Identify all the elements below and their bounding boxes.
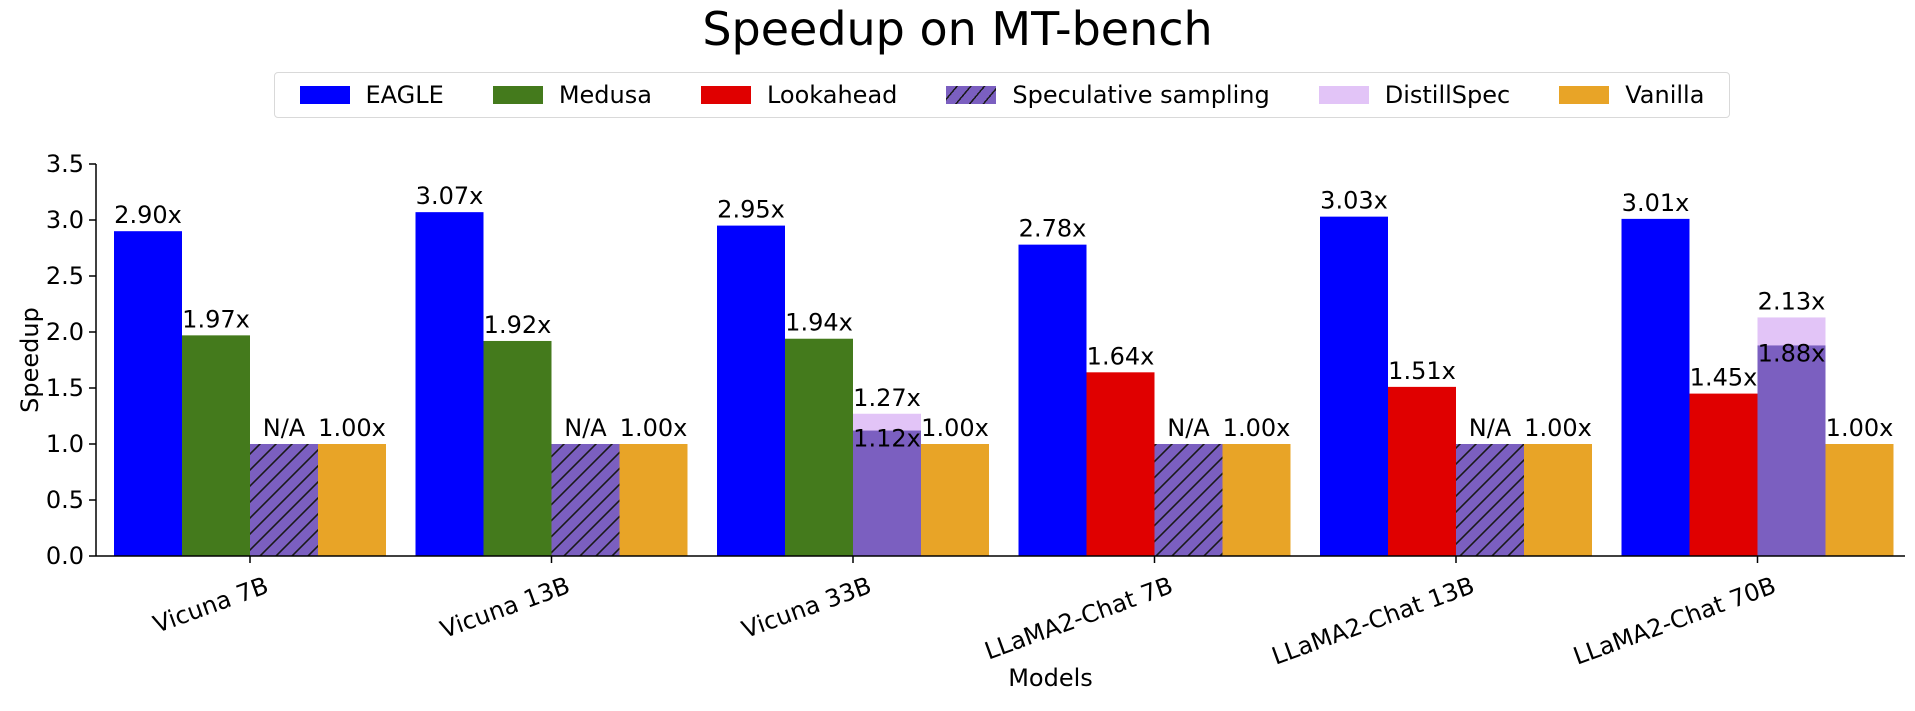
legend-item-lookahead: Lookahead [700, 81, 898, 109]
legend-label-eagle: EAGLE [365, 81, 444, 109]
bar-vanilla-llama2-chat-13b [1524, 444, 1592, 556]
data-label-speculative-sampling-vicuna-7b: N/A [263, 414, 306, 442]
bar-speculative-sampling-vicuna-13b [551, 444, 620, 556]
data-label-distillspec-vicuna-33b: 1.27x [853, 384, 921, 412]
data-label-vanilla-llama2-chat-7b: 1.00x [1223, 414, 1291, 442]
data-label-eagle-vicuna-7b: 2.90x [114, 201, 182, 229]
data-label-speculative-sampling-vicuna-13b: N/A [564, 414, 607, 442]
y-tick-label: 1.5 [46, 374, 84, 402]
y-tick-label: 0.5 [46, 486, 84, 514]
y-tick-label: 2.5 [46, 262, 84, 290]
data-label-speculative-sampling-vicuna-33b: 1.12x [853, 425, 921, 453]
bar-eagle-llama2-chat-70b [1621, 218, 1690, 556]
y-tick-label: 3.0 [46, 206, 84, 234]
y-axis-title: Speedup [16, 307, 44, 413]
bar-speculative-sampling-llama2-chat-13b [1456, 444, 1524, 556]
data-label-lookahead-llama2-chat-70b: 1.45x [1690, 364, 1758, 392]
y-tick-label: 3.5 [46, 150, 84, 178]
chart-title: Speedup on MT-bench [702, 2, 1213, 56]
x-tick-label-llama2-chat-13b: LLaMA2-Chat 13B [1268, 571, 1478, 670]
legend-swatch-eagle [299, 86, 350, 104]
data-label-eagle-vicuna-33b: 2.95x [717, 196, 785, 224]
data-label-vanilla-vicuna-33b: 1.00x [921, 414, 989, 442]
bar-vanilla-vicuna-13b [619, 444, 688, 556]
bar-lookahead-llama2-chat-13b [1388, 386, 1456, 556]
x-tick-label-vicuna-7b: Vicuna 7B [149, 571, 272, 638]
data-label-lookahead-llama2-chat-13b: 1.51x [1388, 357, 1456, 385]
legend-label-medusa: Medusa [558, 81, 652, 109]
data-label-vanilla-vicuna-7b: 1.00x [318, 414, 386, 442]
legend-swatch-lookahead [700, 86, 751, 104]
data-label-speculative-sampling-llama2-chat-13b: N/A [1469, 414, 1512, 442]
legend-item-medusa: Medusa [492, 81, 652, 109]
y-tick-label: 0.0 [46, 542, 84, 570]
bar-speculative-sampling-llama2-chat-70b [1757, 345, 1826, 556]
data-label-medusa-vicuna-33b: 1.94x [785, 309, 853, 337]
data-label-medusa-vicuna-7b: 1.97x [182, 305, 250, 333]
legend-item-distillspec: DistillSpec [1318, 81, 1511, 109]
data-label-vanilla-llama2-chat-13b: 1.00x [1524, 414, 1592, 442]
bar-lookahead-llama2-chat-70b [1689, 393, 1758, 556]
legend-item-vanilla: Vanilla [1559, 81, 1704, 109]
data-label-eagle-llama2-chat-7b: 2.78x [1019, 215, 1087, 243]
bar-vanilla-vicuna-33b [921, 444, 989, 556]
data-label-speculative-sampling-llama2-chat-7b: N/A [1167, 414, 1210, 442]
bar-medusa-vicuna-7b [182, 335, 250, 556]
legend-swatch-distillspec [1318, 86, 1369, 104]
legend-item-eagle: EAGLE [299, 81, 444, 109]
bar-vanilla-llama2-chat-7b [1222, 444, 1291, 556]
legend-swatch-vanilla [1559, 86, 1610, 104]
bar-eagle-llama2-chat-13b [1320, 216, 1388, 556]
data-label-speculative-sampling-llama2-chat-70b: 1.88x [1758, 339, 1826, 367]
data-label-distillspec-llama2-chat-70b: 2.13x [1758, 287, 1826, 315]
x-tick-label-llama2-chat-7b: LLaMA2-Chat 7B [981, 571, 1177, 665]
y-tick-label: 1.0 [46, 430, 84, 458]
legend-swatch-speculative-sampling [946, 86, 997, 104]
data-label-eagle-vicuna-13b: 3.07x [416, 182, 484, 210]
x-tick-label-llama2-chat-70b: LLaMA2-Chat 70B [1570, 571, 1780, 670]
bar-speculative-sampling-vicuna-7b [250, 444, 318, 556]
bar-eagle-llama2-chat-7b [1018, 244, 1087, 556]
legend-label-vanilla: Vanilla [1625, 81, 1705, 109]
bar-speculative-sampling-llama2-chat-7b [1154, 444, 1223, 556]
bar-lookahead-llama2-chat-7b [1086, 372, 1155, 556]
x-axis-title: Models [1008, 664, 1093, 692]
data-label-vanilla-vicuna-13b: 1.00x [620, 414, 688, 442]
bar-vanilla-vicuna-7b [318, 444, 386, 556]
data-label-lookahead-llama2-chat-7b: 1.64x [1087, 342, 1155, 370]
bar-medusa-vicuna-13b [483, 340, 552, 556]
x-tick-label-vicuna-33b: Vicuna 33B [738, 571, 875, 644]
data-label-medusa-vicuna-13b: 1.92x [484, 311, 552, 339]
legend-label-distillspec: DistillSpec [1384, 81, 1511, 109]
bar-vanilla-llama2-chat-70b [1825, 444, 1894, 556]
data-label-eagle-llama2-chat-70b: 3.01x [1622, 189, 1690, 217]
data-label-eagle-llama2-chat-13b: 3.03x [1320, 187, 1388, 215]
bar-medusa-vicuna-33b [785, 338, 853, 556]
bar-eagle-vicuna-33b [717, 225, 785, 556]
legend-swatch-medusa [492, 86, 543, 104]
legend-item-speculative-sampling: Speculative sampling [946, 81, 1270, 109]
y-tick-label: 2.0 [46, 318, 84, 346]
legend: EAGLE Medusa Lookahead Speculative sampling… [274, 72, 1730, 118]
data-label-vanilla-llama2-chat-70b: 1.00x [1826, 414, 1894, 442]
legend-label-speculative-sampling: Speculative sampling [1012, 81, 1270, 109]
x-tick-label-vicuna-13b: Vicuna 13B [437, 571, 574, 644]
bar-eagle-vicuna-13b [415, 212, 484, 556]
bar-speculative-sampling-vicuna-33b [853, 430, 921, 556]
legend-label-lookahead: Lookahead [766, 81, 898, 109]
bar-eagle-vicuna-7b [114, 231, 182, 556]
